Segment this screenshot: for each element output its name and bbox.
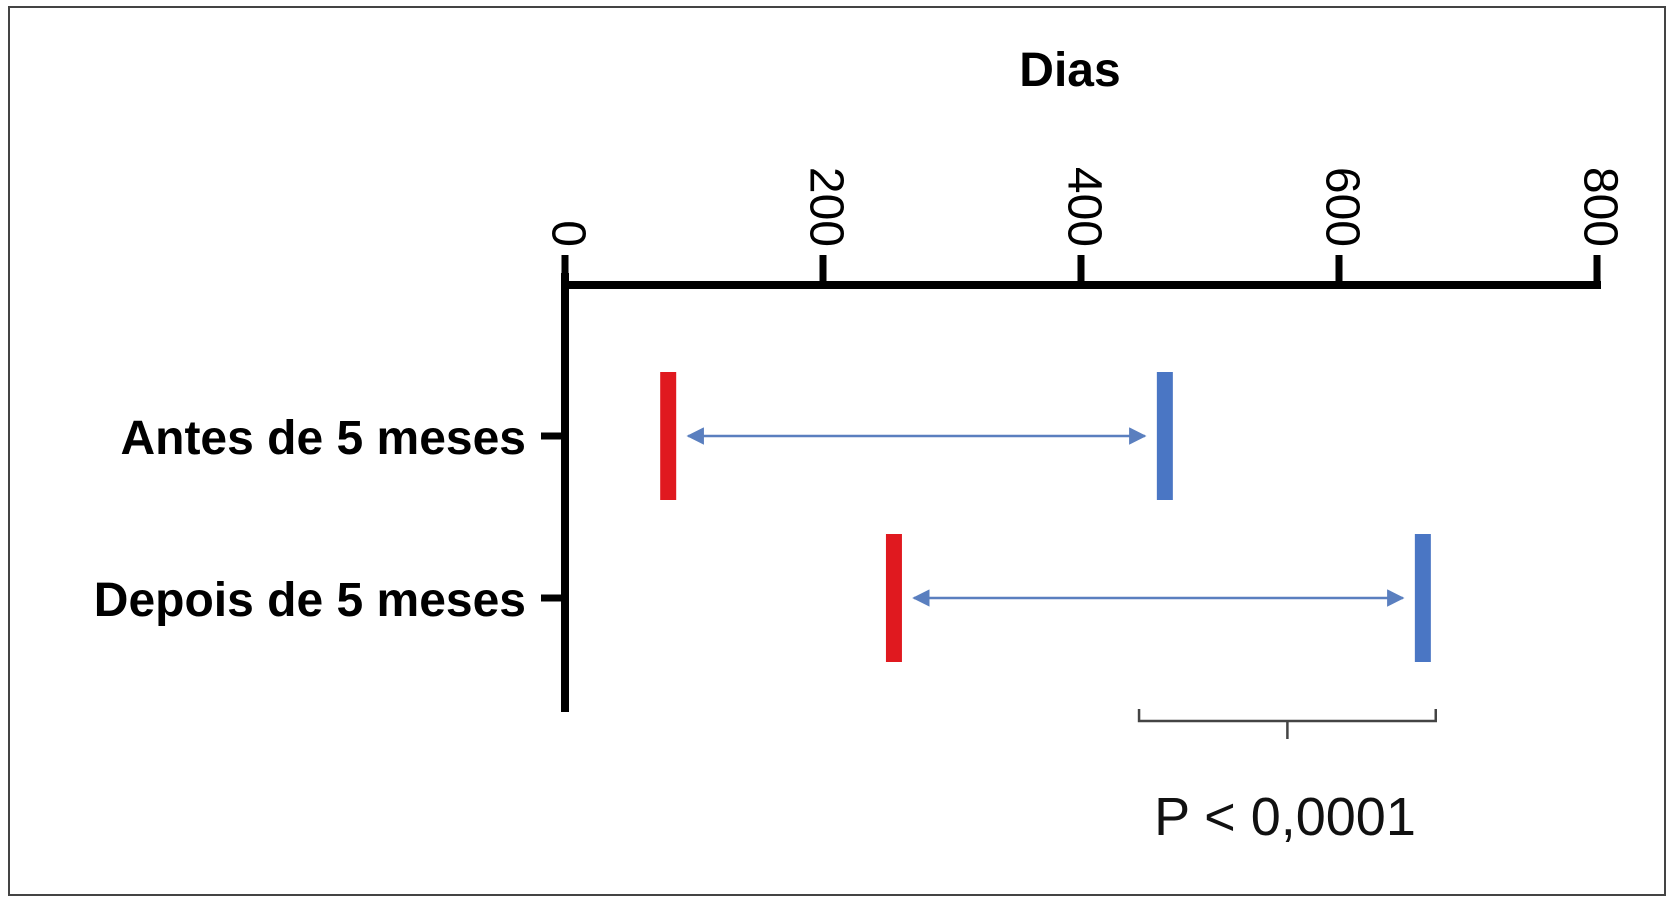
x-axis-ticks: 0 200 400 600 800 xyxy=(541,167,1626,285)
x-tick-label: 600 xyxy=(1315,167,1368,247)
interval-end-bar xyxy=(1156,372,1173,500)
x-tick-label: 0 xyxy=(541,220,594,247)
category-label: Antes de 5 meses xyxy=(120,412,526,465)
chart-frame: Dias 0 200 400 600 800 Antes de 5 meses Depoi… xyxy=(8,6,1666,896)
interval-start-bar xyxy=(885,534,902,662)
interval-marks xyxy=(660,372,1431,662)
interval-chart: Dias 0 200 400 600 800 Antes de 5 meses Depoi… xyxy=(94,44,1627,847)
x-tick-label: 200 xyxy=(799,167,852,247)
significance-bracket xyxy=(1137,709,1437,739)
interval-end-bar xyxy=(1414,534,1431,662)
bracket-line xyxy=(1137,709,1437,739)
interval-start-bar xyxy=(660,372,677,500)
category-labels: Antes de 5 meses Depois de 5 meses xyxy=(94,412,565,627)
x-tick-label: 400 xyxy=(1057,167,1110,247)
p-value-annotation: P < 0,0001 xyxy=(1154,787,1416,847)
x-tick-label: 800 xyxy=(1573,167,1626,247)
x-axis-title: Dias xyxy=(1019,44,1120,97)
category-label: Depois de 5 meses xyxy=(94,574,526,627)
